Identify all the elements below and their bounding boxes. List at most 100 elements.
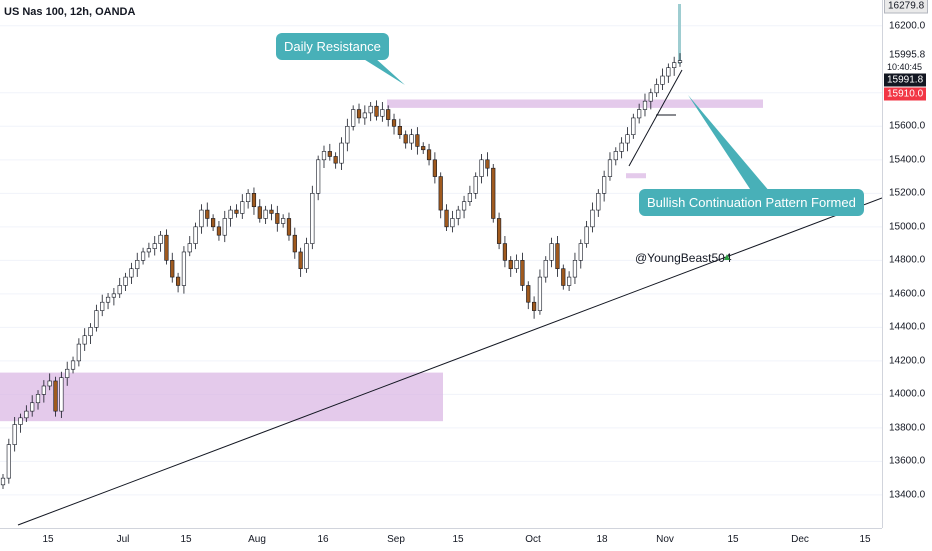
candle (502, 243, 508, 261)
chart-canvas[interactable] (0, 0, 882, 528)
candle (152, 243, 157, 249)
candle (339, 142, 344, 164)
candle (473, 176, 478, 194)
candle (47, 380, 52, 387)
time-tick-label: 18 (596, 534, 608, 545)
candle (613, 151, 618, 161)
candle (531, 301, 537, 311)
candle (129, 268, 134, 278)
price-tick-label: 14800.0 (889, 254, 926, 266)
candle (625, 134, 630, 144)
candle (88, 327, 93, 337)
candle (170, 260, 175, 278)
candle (12, 424, 17, 445)
candle (391, 119, 397, 127)
price-tick-label: 14000.0 (889, 388, 926, 400)
candle (24, 410, 29, 419)
candle (549, 243, 554, 261)
candle (584, 226, 589, 244)
candle (397, 126, 402, 135)
time-axis[interactable]: 15 Jul 15 Aug 16 Sep 15 Oct 18 Nov 15 Dec 15 (0, 528, 882, 551)
candle (409, 134, 414, 144)
price-tick-label: 15000.0 (889, 221, 926, 233)
candle (6, 444, 11, 479)
pattern-callout-pointer (688, 95, 770, 192)
candle (537, 276, 543, 311)
candle (590, 209, 595, 228)
price-axis[interactable]: 16200.015800.015600.015400.015200.015000… (882, 0, 932, 528)
candle (304, 243, 309, 270)
candle (193, 226, 198, 244)
candle (386, 109, 391, 120)
resistance-zone (387, 99, 763, 108)
candle (187, 243, 192, 253)
price-tick-label: 15600.0 (889, 120, 926, 132)
bid-price-label: 15910.0 (884, 87, 927, 101)
author-watermark: @YoungBeast504 (635, 251, 732, 265)
price-tick-label: 15200.0 (889, 187, 926, 199)
candle (251, 193, 257, 208)
candle (351, 109, 356, 127)
candle (228, 209, 233, 219)
candle (0, 477, 6, 486)
demand-zone (0, 372, 443, 422)
candle (164, 234, 169, 261)
candle (450, 218, 455, 228)
candle (257, 206, 262, 219)
candle (421, 146, 426, 151)
pattern-callout[interactable]: Bullish Continuation Pattern Formed (639, 189, 864, 216)
candle (631, 117, 636, 135)
arrow-up-icon: ▲ (722, 252, 732, 263)
price-tick-label: 14200.0 (889, 355, 926, 367)
resistance-callout[interactable]: Daily Resistance (276, 33, 389, 60)
candle (362, 112, 367, 119)
candle (555, 243, 560, 270)
candle (76, 343, 81, 362)
time-tick-label: 15 (180, 534, 192, 545)
candle (35, 394, 41, 404)
candle (105, 296, 111, 303)
time-tick-label: 15 (859, 534, 871, 545)
candle (642, 100, 648, 110)
candle (479, 159, 484, 177)
candle (70, 360, 76, 370)
pattern-zone (626, 173, 646, 179)
candle (263, 209, 268, 219)
candle (508, 260, 513, 270)
candle (596, 193, 601, 211)
candle (65, 368, 70, 378)
candle (619, 142, 624, 152)
price-tick-label: 14400.0 (889, 321, 926, 333)
price-tick-label: 15400.0 (889, 154, 926, 166)
candle (240, 201, 245, 214)
chart-title: US Nas 100, 12h, OANDA (4, 6, 136, 18)
time-tick-label: 15 (42, 534, 54, 545)
candle (345, 126, 350, 144)
time-tick-label: 15 (452, 534, 464, 545)
time-tick-label: Dec (791, 534, 809, 545)
candle (496, 218, 502, 244)
candle (374, 105, 379, 117)
candle (292, 234, 297, 253)
candle (572, 260, 578, 278)
candle (567, 276, 572, 286)
price-tick-label: 13400.0 (889, 489, 926, 501)
current-price-label: 15991.8 (884, 73, 927, 87)
candle (666, 67, 671, 77)
time-tick-label: Sep (387, 534, 405, 545)
candle (205, 209, 210, 219)
candle (53, 380, 58, 412)
trend-line (17, 197, 882, 526)
candle (286, 218, 292, 236)
candle (637, 109, 642, 119)
candle (672, 62, 677, 68)
candle (234, 209, 239, 214)
time-tick-label: Oct (525, 534, 541, 545)
candle (146, 248, 152, 253)
countdown-label: 10:40:45 (887, 62, 923, 72)
candle (222, 218, 227, 236)
resistance-callout-pointer (362, 58, 405, 85)
candle (660, 75, 665, 85)
candle (380, 109, 385, 117)
price-tick-label: 14600.0 (889, 288, 926, 300)
